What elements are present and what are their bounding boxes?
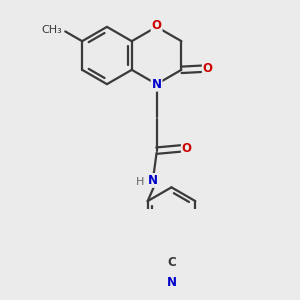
Text: O: O xyxy=(203,62,213,75)
Text: CH₃: CH₃ xyxy=(42,25,62,35)
Text: C: C xyxy=(167,256,176,269)
Text: O: O xyxy=(182,142,192,155)
Text: N: N xyxy=(152,78,162,91)
Text: N: N xyxy=(148,174,158,187)
Text: O: O xyxy=(152,19,162,32)
Text: N: N xyxy=(167,275,176,289)
Text: H: H xyxy=(136,177,145,187)
